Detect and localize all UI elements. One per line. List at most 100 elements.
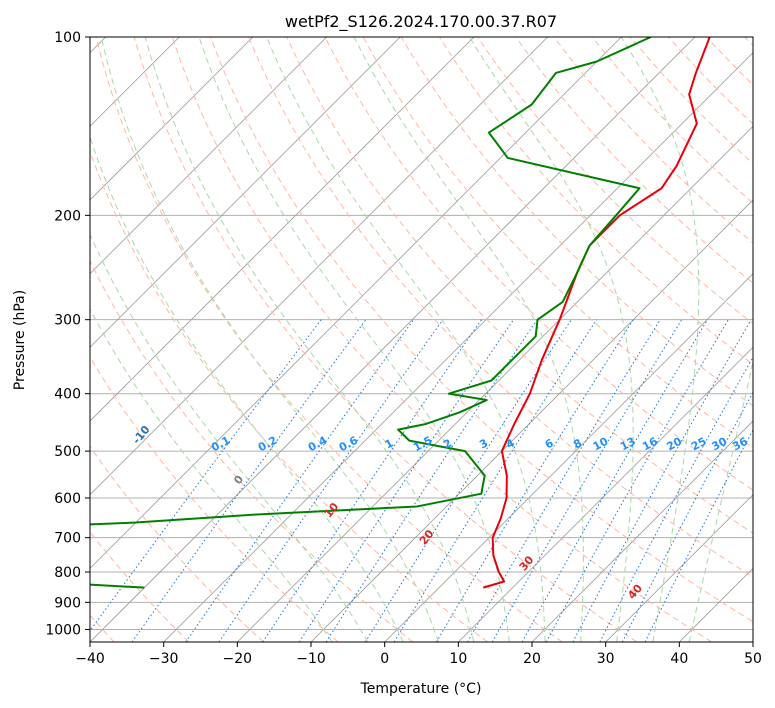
isotherm-line <box>458 346 753 642</box>
isotherm-line <box>531 420 753 642</box>
mixing-ratio-line <box>185 319 414 642</box>
mixing-ratio-label: 3 <box>477 436 490 451</box>
x-tick-label: 10 <box>449 651 467 667</box>
mixing-ratio-line <box>644 428 753 642</box>
moist-adiabat-line <box>198 37 510 642</box>
isotherm-line <box>90 37 548 496</box>
dry-adiabat-line <box>324 37 753 491</box>
isotherm-line <box>679 567 753 642</box>
plot-frame <box>89 36 754 643</box>
dry-adiabat-label: 30 <box>517 553 537 573</box>
y-tick-label: 300 <box>54 313 81 329</box>
x-tick-label: 20 <box>523 651 541 667</box>
x-tick-label: 40 <box>670 651 688 667</box>
x-tick-label: −20 <box>223 651 253 667</box>
y-tick-label: 1000 <box>45 622 81 638</box>
dry-adiabat-line <box>744 37 753 47</box>
y-tick-label: 100 <box>54 30 81 46</box>
isotherm-line <box>384 273 753 642</box>
dry-adiabat-line <box>90 259 414 642</box>
mixing-ratio-line <box>218 319 444 642</box>
dry-adiabat-line <box>668 37 753 125</box>
moist-adiabat-line <box>266 37 546 642</box>
y-tick-label: 500 <box>54 444 81 460</box>
isotherm-line <box>90 37 254 201</box>
x-tick-label: 50 <box>744 651 762 667</box>
isotherm-line <box>90 37 401 348</box>
mixing-ratio-line <box>599 356 753 642</box>
x-tick-label: −40 <box>75 651 105 667</box>
y-tick-label: 200 <box>54 208 81 224</box>
isotherm-line <box>163 52 753 642</box>
mixing-ratio-line <box>491 319 683 642</box>
y-tick-label: 900 <box>54 595 81 611</box>
y-axis-label: Pressure (hPa) <box>12 290 28 390</box>
dry-adiabat-line <box>171 37 712 642</box>
mixing-ratio-label: 16 <box>640 435 660 454</box>
moist-adiabat-line <box>353 37 584 642</box>
isotherm-line <box>752 641 753 642</box>
mixing-ratio-line <box>393 319 597 642</box>
mixing-ratio-line <box>572 319 752 642</box>
x-tick-label: 0 <box>380 651 389 667</box>
y-tick-label: 800 <box>54 565 81 581</box>
chart-title: wetPf2_S126.2024.170.00.37.R07 <box>285 12 557 32</box>
dry-adiabat-line <box>591 37 753 204</box>
dry-adiabat-label: 40 <box>625 582 645 602</box>
isotherm-line <box>605 494 753 642</box>
dry-adiabat-line <box>90 445 264 642</box>
mixing-ratio-label: 13 <box>618 435 638 454</box>
dry-adiabat-label: 20 <box>417 527 437 547</box>
mixing-ratio-label: 4 <box>504 436 517 451</box>
isotherm-line <box>90 37 475 422</box>
x-tick-label: −30 <box>149 651 179 667</box>
dry-adiabat-line <box>286 37 753 534</box>
y-tick-label: 600 <box>54 491 81 507</box>
isotherm-line <box>237 125 753 642</box>
mixing-ratio-line <box>364 319 572 642</box>
moist-adiabat-line <box>688 358 753 642</box>
x-tick-label: −10 <box>296 651 326 667</box>
x-tick-label: 30 <box>597 651 615 667</box>
isotherm-line <box>90 37 696 642</box>
mixing-ratio-label: 30 <box>710 435 730 454</box>
mixing-ratio-line <box>262 319 482 642</box>
moist-adiabat-line <box>90 135 404 642</box>
axes: −40 −30 −20 −10 0 10 20 30 40 50 100 200 300 400 500 60… <box>45 30 762 667</box>
mixing-ratio-label: 20 <box>664 435 684 454</box>
dry-adiabat-line <box>95 37 563 642</box>
isotherm-line <box>90 37 327 275</box>
y-tick-label: 700 <box>54 531 81 547</box>
mixing-ratio-label: 36 <box>730 435 750 454</box>
mixing-ratio-line <box>90 319 322 632</box>
mixing-ratio-label: 10 <box>591 435 611 454</box>
dewpoint-profile-line <box>90 37 652 589</box>
moist-adiabat-line <box>144 37 475 642</box>
mixing-ratio-label: 6 <box>543 436 556 451</box>
dry-adiabat-line <box>515 37 753 284</box>
isotherm-line <box>310 199 753 642</box>
isotherm-line <box>90 37 622 569</box>
mixing-ratio-line <box>521 319 708 642</box>
dry-adiabat-line <box>90 356 339 642</box>
dry-adiabat-line <box>706 37 753 86</box>
moist-adiabat-line <box>100 37 439 642</box>
y-tick-label: 400 <box>54 387 81 403</box>
plot-area: 0.10.20.40.611.52346810131620253036-100-… <box>90 37 753 642</box>
dry-adiabat-line <box>210 37 753 623</box>
moist-adiabat-line <box>90 233 369 642</box>
moist-adiabat-line <box>620 37 700 642</box>
dry-adiabat-line <box>248 37 753 578</box>
dry-adiabat-line <box>553 37 753 244</box>
dry-adiabat-line <box>133 37 638 642</box>
mixing-ratio-line <box>131 319 367 642</box>
mixing-ratio-line <box>621 391 753 642</box>
mixing-ratio-line <box>435 319 634 642</box>
x-axis-label: Temperature (°C) <box>360 681 482 697</box>
temperature-profile-line <box>482 37 711 589</box>
moist-adiabat-line <box>90 308 333 642</box>
mixing-ratio-line <box>325 319 538 642</box>
dry-adiabat-line <box>90 150 488 642</box>
